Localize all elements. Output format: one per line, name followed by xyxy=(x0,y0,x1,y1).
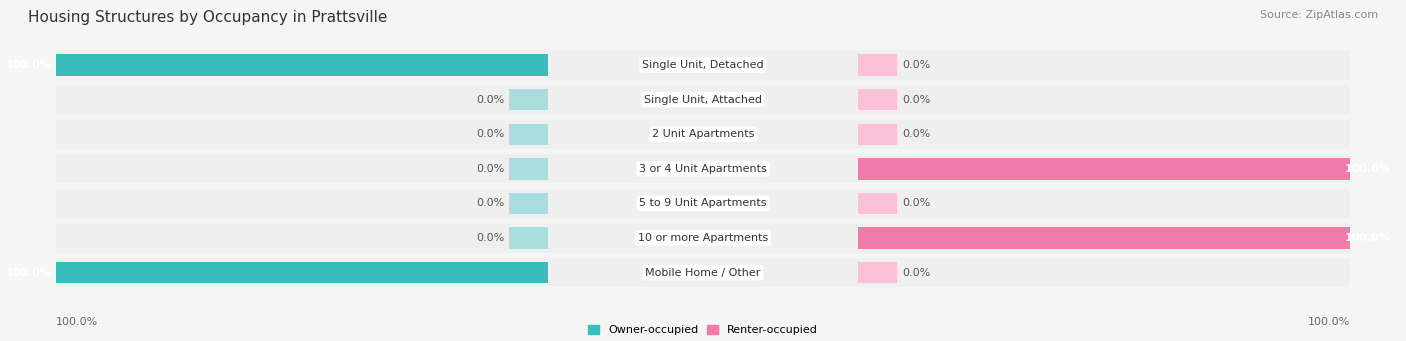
Text: 0.0%: 0.0% xyxy=(475,198,503,208)
Bar xyxy=(0,189,1406,218)
Text: 0.0%: 0.0% xyxy=(903,95,931,105)
Bar xyxy=(56,54,548,76)
Bar xyxy=(858,227,1350,249)
Bar xyxy=(0,223,1406,253)
Bar xyxy=(56,120,1040,149)
Legend: Owner-occupied, Renter-occupied: Owner-occupied, Renter-occupied xyxy=(588,325,818,336)
Text: 10 or more Apartments: 10 or more Apartments xyxy=(638,233,768,243)
Bar xyxy=(858,89,897,110)
Text: 100.0%: 100.0% xyxy=(1344,233,1391,243)
Text: 0.0%: 0.0% xyxy=(903,129,931,139)
Bar xyxy=(56,50,1040,80)
Text: 0.0%: 0.0% xyxy=(903,268,931,278)
Text: Mobile Home / Other: Mobile Home / Other xyxy=(645,268,761,278)
Bar xyxy=(0,258,1406,287)
Text: 100.0%: 100.0% xyxy=(1308,317,1350,327)
Bar xyxy=(858,193,897,214)
Bar xyxy=(366,50,1350,80)
Bar xyxy=(366,154,1350,183)
Bar xyxy=(56,154,1040,183)
Bar xyxy=(509,227,548,249)
Bar xyxy=(56,223,1040,253)
Bar xyxy=(0,85,1406,114)
Text: 0.0%: 0.0% xyxy=(475,164,503,174)
Bar xyxy=(0,50,1406,80)
Bar xyxy=(0,154,1406,183)
Bar xyxy=(509,193,548,214)
Text: 0.0%: 0.0% xyxy=(903,198,931,208)
Bar xyxy=(366,189,1350,218)
Bar xyxy=(56,262,548,283)
Bar xyxy=(509,89,548,110)
Bar xyxy=(366,120,1350,149)
Text: 100.0%: 100.0% xyxy=(56,317,98,327)
Bar xyxy=(858,123,897,145)
Text: 3 or 4 Unit Apartments: 3 or 4 Unit Apartments xyxy=(640,164,766,174)
Text: 0.0%: 0.0% xyxy=(475,233,503,243)
Bar xyxy=(509,158,548,179)
Bar xyxy=(366,85,1350,114)
Bar xyxy=(366,258,1350,287)
Text: 2 Unit Apartments: 2 Unit Apartments xyxy=(652,129,754,139)
Text: 5 to 9 Unit Apartments: 5 to 9 Unit Apartments xyxy=(640,198,766,208)
Bar xyxy=(56,85,1040,114)
Text: 100.0%: 100.0% xyxy=(6,60,51,70)
Bar xyxy=(858,262,897,283)
Text: Single Unit, Attached: Single Unit, Attached xyxy=(644,95,762,105)
Bar xyxy=(858,158,1350,179)
Bar xyxy=(509,123,548,145)
Text: 0.0%: 0.0% xyxy=(903,60,931,70)
Bar xyxy=(858,54,897,76)
Text: 0.0%: 0.0% xyxy=(475,95,503,105)
Bar xyxy=(366,223,1350,253)
Text: 0.0%: 0.0% xyxy=(475,129,503,139)
Text: Housing Structures by Occupancy in Prattsville: Housing Structures by Occupancy in Pratt… xyxy=(28,10,388,25)
Text: Single Unit, Detached: Single Unit, Detached xyxy=(643,60,763,70)
Bar xyxy=(56,189,1040,218)
Text: Source: ZipAtlas.com: Source: ZipAtlas.com xyxy=(1260,10,1378,20)
Bar xyxy=(56,258,1040,287)
Text: 100.0%: 100.0% xyxy=(1344,164,1391,174)
Text: 100.0%: 100.0% xyxy=(6,268,51,278)
Bar xyxy=(0,120,1406,149)
